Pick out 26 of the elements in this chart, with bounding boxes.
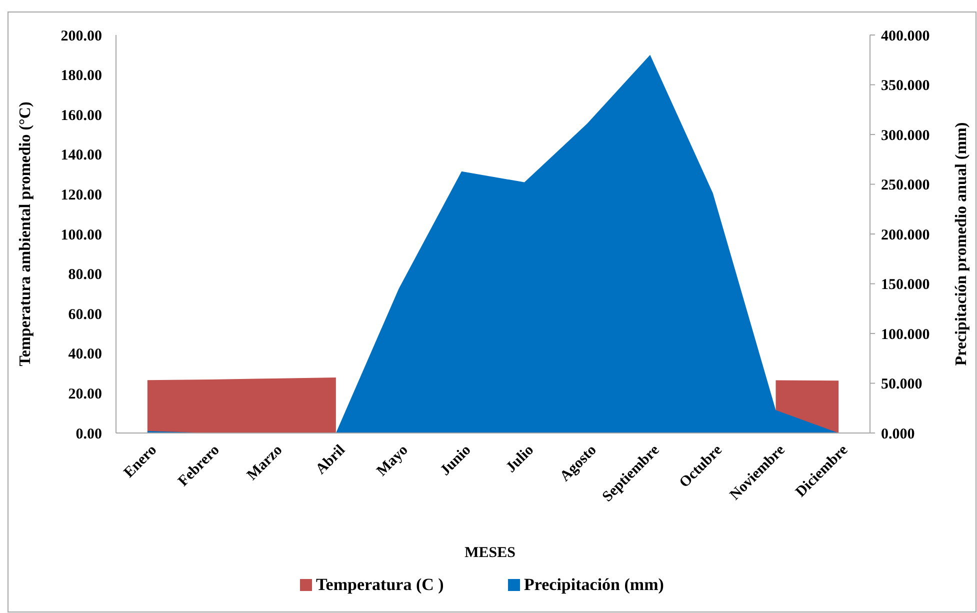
y-tick-label: 20.00 xyxy=(68,386,102,402)
y-tick-label: 40.00 xyxy=(68,346,102,363)
y2-tick-label: 300.000 xyxy=(881,128,930,144)
y-axis-title: Temperatura ambiental promedio (°C) xyxy=(17,102,34,366)
y-tick-label: 180.00 xyxy=(60,68,102,84)
y2-tick-label: 200.000 xyxy=(881,227,930,244)
y-tick-label: 100.00 xyxy=(60,227,102,244)
y2-tick-label: 250.000 xyxy=(881,178,930,194)
y2-tick-label: 350.000 xyxy=(881,78,930,94)
legend-label: Precipitación (mm) xyxy=(524,575,664,594)
y-tick-label: 120.00 xyxy=(60,187,102,204)
y2-tick-label: 0.000 xyxy=(881,426,915,442)
y-tick-label: 80.00 xyxy=(68,267,102,284)
y2-tick-label: 400.000 xyxy=(881,28,930,44)
y2-tick-label: 150.000 xyxy=(881,277,930,293)
y2-tick-label: 50.000 xyxy=(881,376,922,392)
y-tick-label: 160.00 xyxy=(60,108,102,124)
x-tick-label: Julio xyxy=(503,442,537,476)
y-tick-label: 140.00 xyxy=(60,148,102,164)
y2-axis-title: Precipitación promedio anual (mm) xyxy=(953,122,970,366)
y-tick-label: 200.00 xyxy=(60,28,102,44)
y2-tick-label: 100.000 xyxy=(881,326,930,343)
y-tick-label: 60.00 xyxy=(68,306,102,323)
y-tick-label: 0.00 xyxy=(76,426,102,442)
x-axis-title: MESES xyxy=(464,545,516,561)
legend-label: Temperatura (C ) xyxy=(316,575,444,594)
